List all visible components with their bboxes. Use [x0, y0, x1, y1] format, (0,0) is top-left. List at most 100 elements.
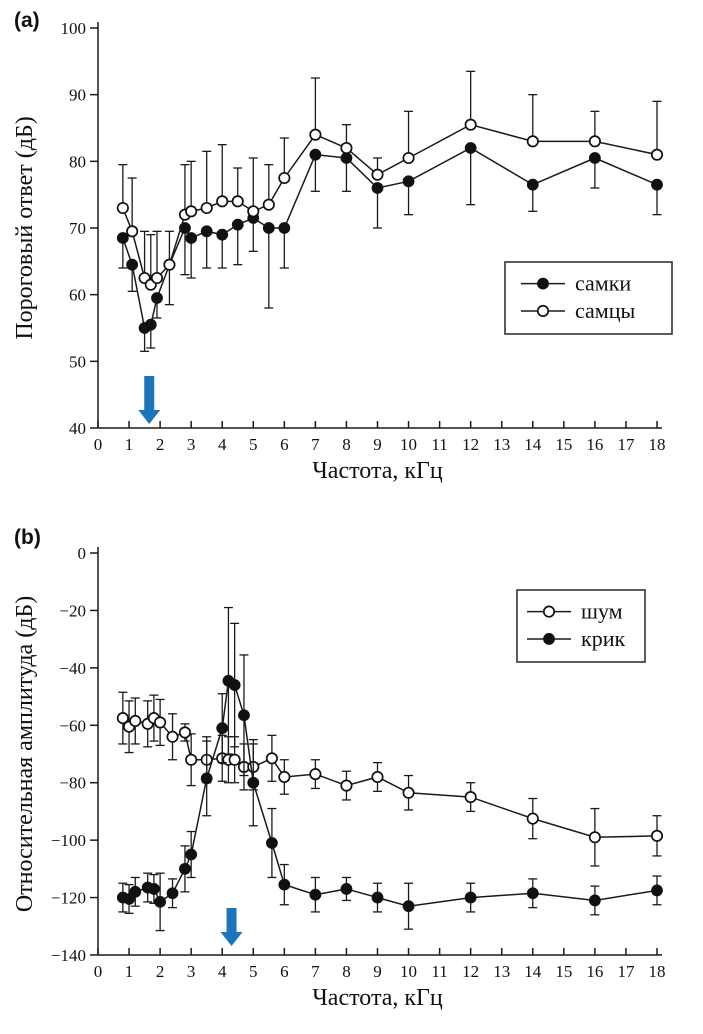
x-tick-label: 0 [94, 435, 103, 454]
x-tick-label: 14 [524, 435, 542, 454]
data-point-самки [651, 178, 663, 191]
x-tick-label: 1 [125, 962, 134, 981]
data-point-самки [588, 152, 601, 164]
data-point-крик [278, 878, 291, 891]
data-point-шум [464, 791, 477, 804]
data-point-самцы [526, 135, 539, 148]
data-point-крик [228, 679, 241, 691]
series-самки [116, 142, 663, 352]
data-point-крик [179, 862, 191, 875]
data-point-самцы [371, 168, 384, 181]
data-point-самцы [185, 205, 198, 218]
data-point-самцы [464, 118, 477, 131]
x-tick-label: 6 [280, 962, 289, 981]
x-tick-label: 13 [493, 962, 510, 981]
blue-down-arrow [220, 908, 243, 946]
legend-marker-open-circle [536, 304, 550, 318]
y-tick-label: 100 [61, 19, 87, 38]
series-самцы [116, 70, 664, 291]
data-point-крик [238, 709, 250, 722]
x-tick-label: 7 [311, 435, 320, 454]
x-tick-label: 17 [617, 435, 635, 454]
data-point-шум [371, 770, 384, 784]
data-point-крик [216, 722, 229, 735]
x-tick-label: 17 [617, 962, 635, 981]
data-point-крик [147, 883, 160, 895]
data-point-шум [526, 812, 539, 825]
legend-box [516, 589, 646, 663]
data-point-шум [178, 726, 192, 739]
data-point-самки [126, 258, 139, 271]
x-tick-label: 15 [555, 962, 572, 981]
data-point-самцы [200, 201, 213, 215]
data-point-самки [262, 222, 275, 234]
legend-label: самцы [575, 298, 635, 323]
x-tick-label: 3 [187, 962, 196, 981]
x-tick-label: 16 [586, 962, 603, 981]
data-point-шум [166, 730, 179, 743]
data-point-самцы [402, 151, 415, 165]
data-point-шум [265, 752, 278, 765]
x-tick-label: 8 [342, 962, 351, 981]
x-tick-label: 10 [400, 962, 417, 981]
data-point-крик [588, 894, 601, 907]
data-point-шум [402, 786, 415, 799]
data-point-крик [247, 776, 260, 789]
x-axis-title: Частота, кГц [312, 458, 443, 484]
legend-label: самки [575, 271, 631, 296]
x-tick-label: 5 [249, 962, 258, 981]
data-point-самцы [278, 171, 291, 185]
data-point-самки [144, 318, 157, 331]
data-point-шум [228, 753, 241, 766]
x-tick-label: 6 [280, 435, 289, 454]
x-tick-label: 9 [373, 962, 382, 981]
y-axis-title: Пороговый ответ (дБ) [12, 116, 38, 339]
panel-letter: (a) [14, 9, 40, 32]
data-point-самки [526, 178, 539, 191]
y-tick-label: 70 [69, 219, 86, 238]
data-point-шум [588, 831, 601, 844]
x-tick-label: 2 [156, 435, 165, 454]
x-tick-label: 1 [125, 435, 134, 454]
data-point-самцы [650, 148, 664, 161]
x-tick-label: 18 [649, 435, 666, 454]
data-point-крик [340, 883, 353, 895]
data-point-крик [185, 848, 198, 861]
panel-a-chart: 0 1 2 3 4 5 6 7 8 9 10 11 12 13 14 15 16 17 18405060708090… [12, 9, 673, 484]
data-point-крик [266, 837, 278, 849]
data-point-шум [185, 753, 198, 766]
y-axis-title: Относительная амплитуда (дБ) [12, 596, 38, 912]
y-tick-label: −20 [59, 601, 86, 620]
x-tick-label: 12 [462, 962, 479, 981]
data-point-самки [200, 225, 213, 238]
plot-group: 0 1 2 3 4 5 6 7 8 9 10 11 12 13 14 15 16 17 180−20−40−60−8… [12, 526, 666, 1011]
data-point-самцы [247, 205, 260, 218]
x-tick-label: 4 [218, 435, 227, 454]
data-point-самки [278, 222, 291, 234]
data-point-самки [231, 218, 244, 231]
data-point-крик [371, 891, 384, 904]
data-point-крик [166, 887, 179, 900]
x-tick-label: 7 [311, 962, 320, 981]
data-point-крик [129, 885, 142, 898]
x-tick-label: 3 [187, 435, 196, 454]
series-line [122, 147, 658, 330]
panel-letter: (b) [14, 526, 41, 549]
data-point-шум [309, 768, 322, 781]
data-point-самцы [262, 198, 275, 211]
data-point-самцы [588, 135, 601, 148]
legend-box [504, 261, 673, 335]
data-point-самки [185, 232, 198, 244]
x-tick-label: 12 [462, 435, 479, 454]
data-point-крик [154, 895, 167, 908]
plot-group: 0 1 2 3 4 5 6 7 8 9 10 11 12 13 14 15 16 17 18405060708090… [12, 9, 673, 484]
data-point-шум [129, 714, 142, 728]
data-point-самцы [116, 201, 129, 215]
y-tick-label: 90 [69, 86, 86, 105]
data-point-самцы [231, 195, 244, 208]
x-tick-label: 10 [400, 435, 417, 454]
data-point-крик [464, 891, 477, 904]
x-tick-label: 13 [493, 435, 510, 454]
data-point-крик [526, 887, 539, 900]
x-tick-label: 16 [586, 435, 603, 454]
